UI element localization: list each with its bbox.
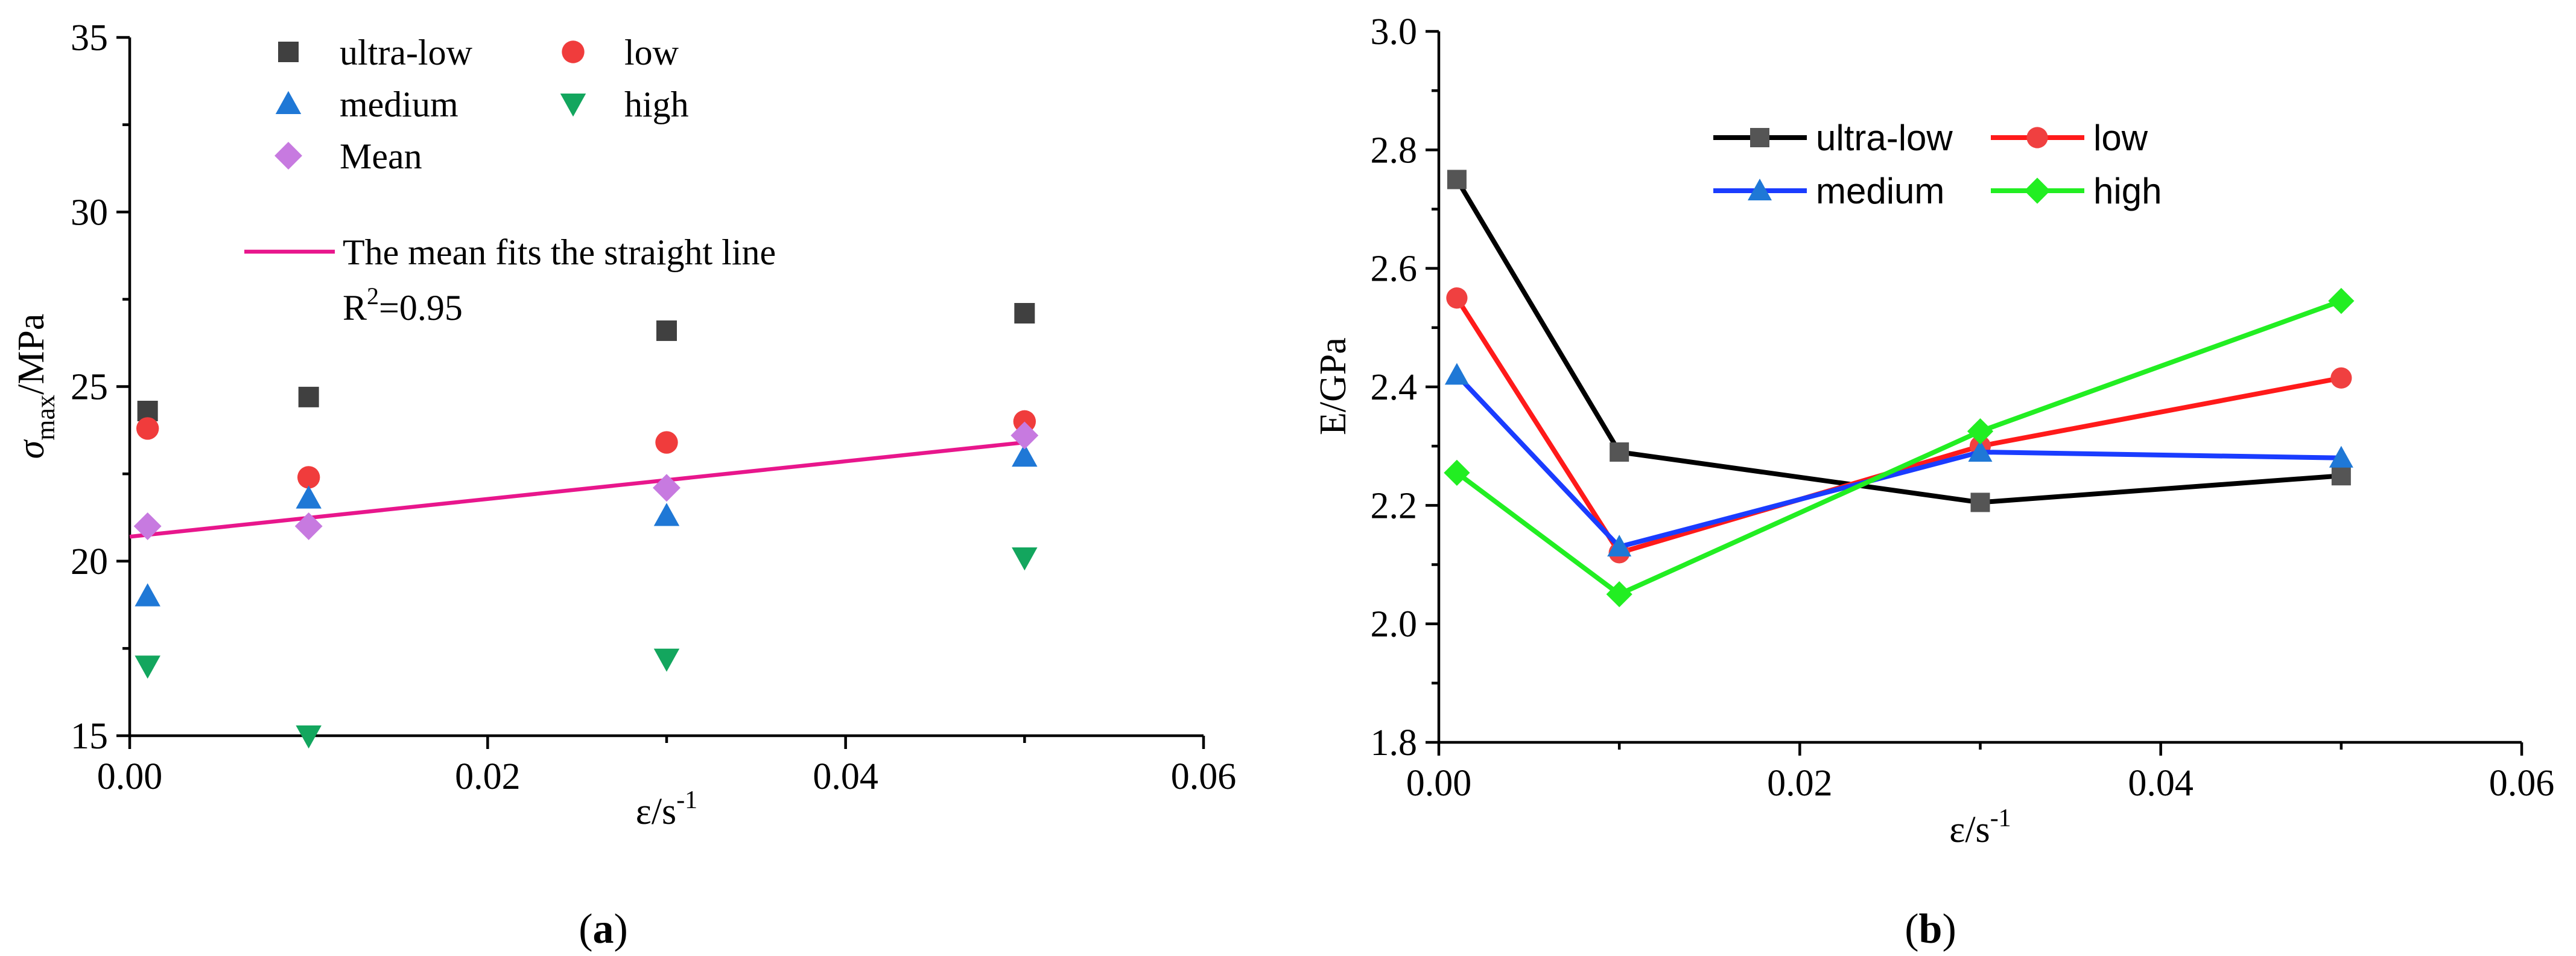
series-ultra-low [1447,170,2351,512]
legend-label: low [624,33,679,72]
y-tick-label: 25 [71,367,108,408]
data-point [1012,443,1038,467]
data-point [653,474,680,502]
data-point [656,320,677,341]
data-point [1444,459,1470,486]
y-tick-label: 2.4 [1371,367,1418,408]
r-squared-label: R2=0.95 [343,282,463,328]
y-tick-label: 2.0 [1371,604,1418,645]
x-axis-label: ε/s-1 [636,786,697,832]
y-axis-label: E/GPa [1313,337,1354,435]
data-point [2329,445,2353,468]
y-tick-label: 30 [71,192,108,233]
series-mean [133,421,1039,540]
y-tick-label: 2.2 [1371,485,1418,526]
data-point [294,512,323,540]
x-tick-label: 0.02 [455,756,521,797]
y-tick-label: 20 [71,541,108,582]
x-tick-label: 0.00 [97,756,163,797]
data-point [1447,170,1467,190]
series-low [1446,287,2352,564]
series-medium [135,443,1038,607]
legend-label: ultra-low [1816,118,1953,158]
series-high [1444,288,2355,608]
x-tick-label: 0.06 [1171,756,1237,797]
data-point [1968,439,1993,462]
x-tick-label: 0.04 [2128,763,2194,804]
legend-label: Mean [340,136,422,176]
x-tick-label: 0.04 [813,756,878,797]
data-point [655,431,678,454]
data-point [2330,367,2352,389]
y-axis-label: σmax/MPa [11,314,60,459]
data-point [296,485,322,509]
series-high [135,547,1038,749]
data-point [135,583,160,607]
legend-label: low [2093,118,2148,158]
data-point [653,503,680,526]
data-point [297,466,320,489]
legend-marker [278,42,299,62]
y-tick-label: 35 [71,18,108,59]
data-point [1014,303,1035,324]
data-point [296,725,322,749]
series-ultra-low [137,303,1035,421]
data-point [1446,287,1468,309]
legend-label: high [2093,171,2162,211]
legend-marker [2024,177,2051,204]
data-point [1013,410,1036,433]
data-point [1970,492,1990,512]
legend-fit-label: The mean fits the straight line [343,232,776,272]
y-tick-label: 3.0 [1371,11,1418,53]
legend-marker [1748,179,1772,200]
y-tick-label: 2.8 [1371,130,1418,171]
data-point [1606,581,1632,608]
y-tick-label: 15 [71,716,108,757]
y-tick-label: 1.8 [1371,722,1418,763]
legend-label: high [624,84,689,124]
data-point [1607,535,1632,557]
x-axis-label: ε/s-1 [1949,805,2011,850]
legend-label: medium [340,84,458,124]
chart-b-axes: 0.00 0.02 0.04 0.06 1.8 2.0 2.2 2.4 2.6 2.8 3.0 [1371,11,2555,804]
legend-marker [275,91,302,114]
x-tick-label: 0.02 [1767,763,1833,804]
data-point [2328,288,2355,314]
legend-label: medium [1816,171,1944,211]
legend-marker [274,142,302,170]
data-point [298,386,319,407]
x-tick-label: 0.00 [1406,763,1472,804]
data-point [136,417,159,440]
legend-a: ultra-low low medium high Mean The mean fits … [244,33,776,328]
series-line [1455,178,2342,505]
panel-label-a: (a) [579,906,628,952]
legend-marker [2026,127,2048,148]
chart-a-axes: 0.00 0.02 0.04 0.06 15 20 25 30 35 [71,18,1236,797]
legend-marker [560,94,586,117]
y-tick-label: 2.6 [1371,249,1418,290]
series-medium [1444,363,2353,557]
series-line [1455,298,2343,597]
data-point [1012,547,1038,571]
data-point [133,512,162,540]
legend-marker [562,40,585,63]
data-point [1967,418,1994,445]
data-point [1444,363,1469,385]
x-tick-label: 0.06 [2489,763,2555,804]
series-line [1455,373,2341,550]
data-point [1610,442,1629,462]
data-point [135,655,160,679]
data-point [1010,421,1039,450]
panel-label-b: (b) [1905,906,1956,952]
data-point [2331,466,2351,486]
fit-line [129,440,1025,539]
series-low [136,410,1036,489]
data-point [653,648,680,672]
legend-b: ultra-low low medium high [1713,118,2162,211]
legend-marker [1750,128,1769,147]
legend-label: ultra-low [340,33,473,72]
